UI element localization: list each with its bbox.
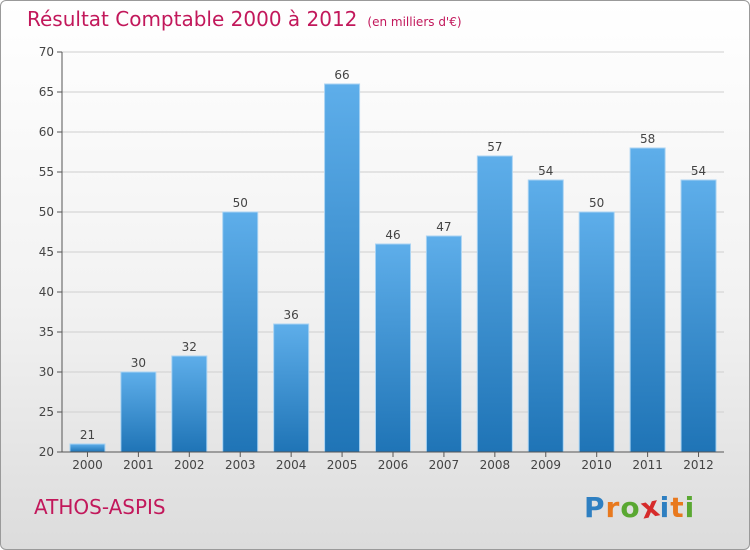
logo-letter: o [620,491,641,524]
bar [69,443,106,453]
logo-letter: i [684,491,696,524]
y-tick-label: 50 [39,205,54,219]
x-tick-label: 2011 [632,458,663,472]
y-tick-label: 40 [39,285,54,299]
logo-letter: t [670,491,685,524]
y-tick-label: 25 [39,405,54,419]
y-tick-label: 30 [39,365,54,379]
y-tick-label: 65 [39,85,54,99]
y-tick-label: 35 [39,325,54,339]
x-tick-label: 2004 [276,458,307,472]
bar [120,371,157,453]
bar [629,147,666,453]
x-tick-label: 2003 [225,458,256,472]
bar-value-label: 54 [538,164,553,178]
x-tick-label: 2007 [429,458,460,472]
logo-letter: i [659,491,671,524]
bar [680,179,717,453]
bar [222,211,259,453]
logo-letter: r [605,491,621,524]
bar-value-label: 57 [487,140,502,154]
bar [171,355,208,453]
bar-value-label: 36 [284,308,299,322]
bar [476,155,513,453]
bar-value-label: 58 [640,132,655,146]
bar-value-label: 32 [182,340,197,354]
bar [527,179,564,453]
x-tick-label: 2002 [174,458,205,472]
chart-subtitle: (en milliers d'€) [367,15,462,29]
x-tick-label: 2000 [72,458,103,472]
bar-value-label: 50 [589,196,604,210]
bar [425,235,462,453]
place-name: ATHOS-ASPIS [34,495,166,519]
bar-value-label: 30 [131,356,146,370]
logo-letter: P [584,491,606,524]
bar [273,323,310,453]
bar [578,211,615,453]
y-tick-label: 60 [39,125,54,139]
bar [324,83,361,453]
bar-value-label: 47 [436,220,451,234]
x-tick-label: 2001 [123,458,154,472]
x-tick-label: 2006 [378,458,409,472]
bar-value-label: 21 [80,428,95,442]
proxiti-logo: Proxiti [584,489,696,525]
x-tick-label: 2008 [480,458,511,472]
bar-value-label: 46 [385,228,400,242]
bar-value-label: 66 [334,68,349,82]
bar-value-label: 54 [691,164,706,178]
bar-value-label: 50 [233,196,248,210]
x-tick-label: 2005 [327,458,358,472]
x-tick-label: 2010 [581,458,612,472]
y-tick-label: 55 [39,165,54,179]
y-tick-label: 45 [39,245,54,259]
x-tick-label: 2009 [530,458,561,472]
chart-title-block: Résultat Comptable 2000 à 2012 (en millie… [27,7,462,31]
y-tick-label: 20 [39,445,54,459]
x-tick-label: 2012 [683,458,714,472]
bar [375,243,411,453]
y-tick-label: 70 [39,45,54,59]
chart-title: Résultat Comptable 2000 à 2012 [27,7,358,31]
